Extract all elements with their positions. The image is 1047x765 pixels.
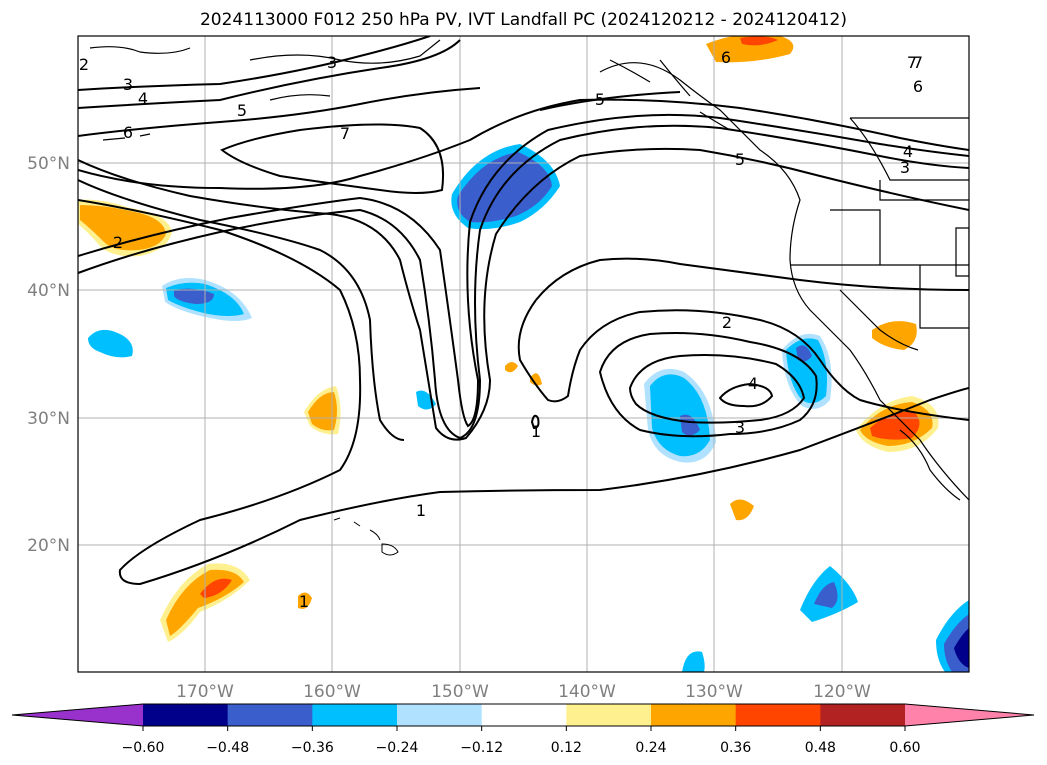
shade-positive xyxy=(740,36,778,46)
shade-negative xyxy=(457,152,552,223)
lat-label: 50°N xyxy=(27,154,70,174)
colorbar-bin xyxy=(143,704,229,726)
lon-label: 150°W xyxy=(431,682,489,702)
colorbar-tick-label: −0.48 xyxy=(206,740,249,756)
contour-label: 5 xyxy=(237,101,247,120)
shade-positive xyxy=(870,411,920,440)
shade-negative xyxy=(680,414,700,436)
shade-negative xyxy=(416,390,436,410)
shade-positive xyxy=(308,392,337,431)
colorbar-extend-high xyxy=(905,704,1034,726)
lon-label: 170°W xyxy=(176,682,234,702)
colorbar-tick-label: 0.12 xyxy=(551,740,582,756)
lon-label: 130°W xyxy=(685,682,743,702)
shade-negative xyxy=(88,329,133,358)
colorbar-bin xyxy=(735,704,821,726)
colorbar-tick-label: −0.24 xyxy=(376,740,419,756)
colorbar: −0.60 −0.48 −0.36 −0.24 −0.12 0.12 0.24 0.36 0.4… xyxy=(11,703,1035,756)
contour-label: 5 xyxy=(735,150,745,169)
longitude-labels: 170°W 160°W 150°W 140°W 130°W 120°W xyxy=(176,682,871,702)
coastlines xyxy=(89,39,969,501)
contour-label: 1 xyxy=(416,501,426,520)
contour-label: 1 xyxy=(531,422,541,441)
lat-label: 40°N xyxy=(27,281,70,301)
colorbar-bin xyxy=(481,704,567,726)
shade-negative xyxy=(682,651,705,672)
contour-label: 3 xyxy=(327,53,337,72)
contour-label: 4 xyxy=(748,374,758,393)
map-frame xyxy=(77,35,970,673)
contour-label: 5 xyxy=(595,90,605,109)
colorbar-bin xyxy=(227,704,313,726)
hawaii-islands xyxy=(333,517,399,556)
colorbar-bin xyxy=(397,704,483,726)
colorbar-tick-label: 0.60 xyxy=(889,740,920,756)
lat-label: 20°N xyxy=(27,536,70,556)
lat-label: 30°N xyxy=(27,409,70,429)
colorbar-tick-label: −0.12 xyxy=(460,740,503,756)
contour-label: 6 xyxy=(913,77,923,96)
contour-label: 4 xyxy=(903,142,913,161)
colorbar-bin xyxy=(312,704,398,726)
contour-label: 3 xyxy=(735,418,745,437)
shade-negative xyxy=(814,582,838,608)
contour-label: 1 xyxy=(299,592,309,611)
shade-positive xyxy=(530,373,542,386)
contour-label: 7 xyxy=(340,124,350,143)
shade-positive xyxy=(872,321,917,350)
colorbar-tick-label: −0.36 xyxy=(291,740,334,756)
contour-label: 2 xyxy=(113,233,123,252)
map-title: 2024113000 F012 250 hPa PV, IVT Landfall… xyxy=(199,10,847,30)
latitude-labels: 50°N 40°N 30°N 20°N xyxy=(27,154,70,556)
contour-label: 2 xyxy=(722,313,732,332)
contour-label: 7 xyxy=(913,53,923,72)
shade-negative xyxy=(796,345,812,362)
contour-labels: 2 3 4 5 6 7 3 5 6 5 7 4 3 6 7 1 2 2 4 3 … xyxy=(79,48,923,611)
shade-positive xyxy=(706,36,794,63)
contour-label: 3 xyxy=(123,75,133,94)
colorbar-tick-label: 0.36 xyxy=(720,740,751,756)
shade-positive xyxy=(80,205,166,251)
shade-positive xyxy=(298,592,312,609)
contour-label: 2 xyxy=(79,55,89,74)
shade-positive xyxy=(200,578,232,598)
contour-label: 3 xyxy=(900,158,910,177)
lon-label: 160°W xyxy=(303,682,361,702)
colorbar-tick-label: 0.24 xyxy=(635,740,666,756)
contour-label: 6 xyxy=(721,48,731,67)
lon-label: 140°W xyxy=(558,682,616,702)
colorbar-tick-label: 0.48 xyxy=(805,740,836,756)
shade-positive xyxy=(505,362,518,373)
shade-negative xyxy=(954,628,969,668)
shade-negative xyxy=(174,288,214,304)
contour-label: 4 xyxy=(138,89,148,108)
colorbar-extend-low xyxy=(12,704,143,726)
shade-positive xyxy=(730,499,754,521)
contour-label: 7 xyxy=(907,53,917,72)
contour-label: 6 xyxy=(123,123,133,142)
colorbar-bin xyxy=(566,704,652,726)
ivt-contours xyxy=(78,36,969,586)
colorbar-tick-label: −0.60 xyxy=(122,740,165,756)
lon-label: 120°W xyxy=(813,682,871,702)
colorbar-bin xyxy=(651,704,737,726)
colorbar-bin xyxy=(820,704,906,726)
